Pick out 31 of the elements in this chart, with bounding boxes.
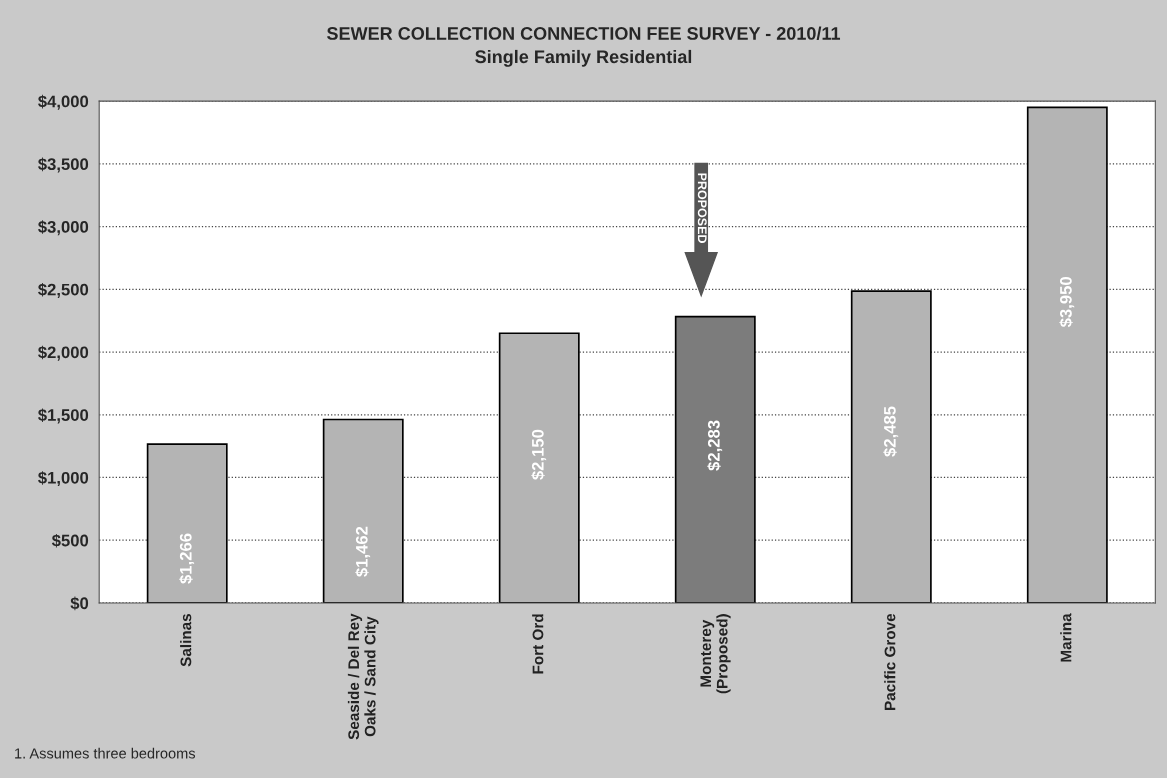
chart-subtitle: Single Family Residential (475, 49, 692, 67)
bar (850, 290, 932, 603)
x-tick-label: Pacific Grove (884, 613, 896, 710)
bar (1026, 106, 1108, 603)
data-label: $1,462 (355, 526, 371, 577)
bar (146, 443, 228, 603)
y-tick-label: $500 (51, 533, 89, 548)
bar (322, 418, 404, 603)
y-tick-label: $1,500 (38, 408, 89, 424)
data-label: $2,485 (883, 406, 899, 457)
data-label: $2,150 (531, 429, 547, 480)
y-tick-label: $1,000 (38, 471, 89, 487)
y-tick-label: $2,000 (38, 345, 89, 361)
bar (674, 315, 756, 603)
x-tick-label: Monterey (Proposed) (700, 614, 731, 694)
y-tick-label: $4,000 (38, 94, 89, 110)
chart-title: SEWER COLLECTION CONNECTION FEE SURVEY - 2010/11 (327, 26, 841, 41)
text: 1. Assumes three bedrooms (15, 747, 196, 759)
x-tick-label: Marina (1060, 613, 1072, 662)
y-tick-label: $0 (70, 596, 89, 611)
x-tick-label: Seaside / Del Rey Oaks / Sand City (347, 613, 379, 740)
y-tick-label: $3,000 (38, 220, 89, 236)
data-label: $2,283 (707, 420, 723, 471)
bar (498, 332, 580, 603)
y-tick-label: $2,500 (38, 282, 89, 298)
data-label: $1,266 (179, 533, 195, 584)
annotation: PROPOSED (697, 173, 707, 243)
y-tick-label: $3,500 (38, 157, 89, 173)
data-label: $3,950 (1059, 277, 1075, 328)
x-tick-label: Fort Ord (532, 614, 544, 674)
x-tick-label: Salinas (180, 613, 192, 667)
